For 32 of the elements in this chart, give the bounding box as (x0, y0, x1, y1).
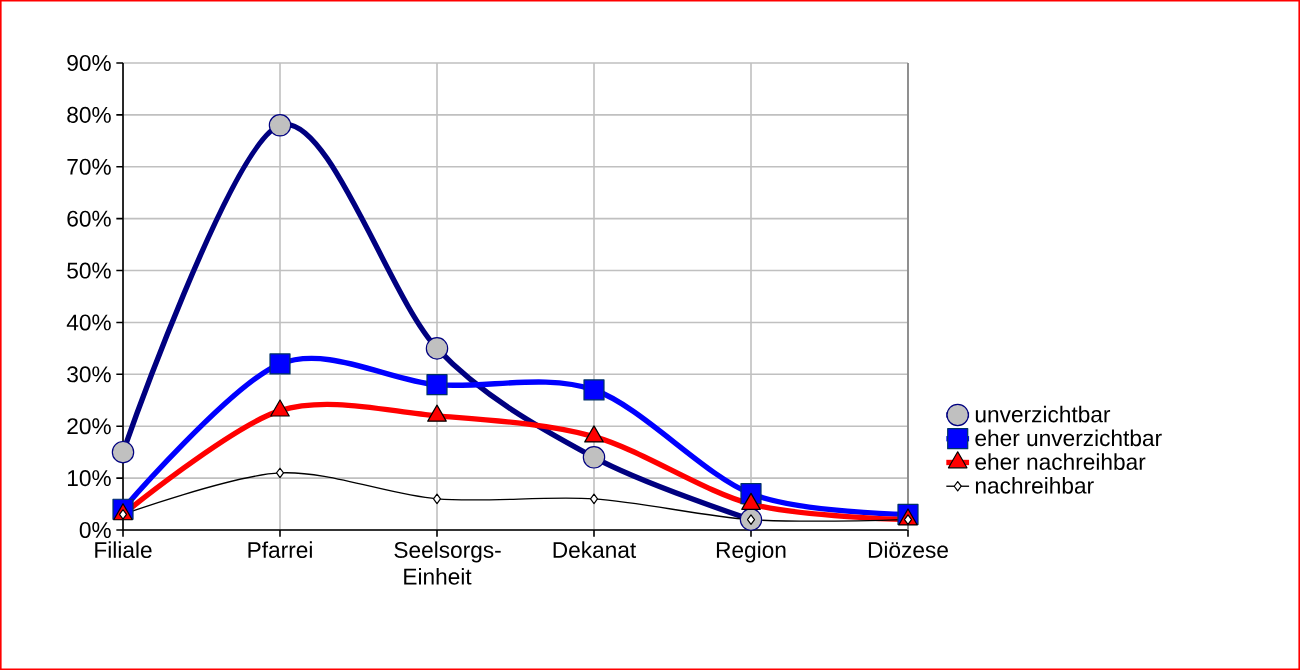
x-tick-label: Seelsorgs-Einheit (394, 541, 501, 585)
x-tick-label: Diözese (868, 541, 948, 559)
point (903, 514, 913, 525)
y-tick-label: 70% (67, 158, 111, 175)
y-tick-label: 30% (67, 366, 111, 383)
y-tick-label: 40% (66, 314, 111, 331)
x-tick-label: Region (716, 541, 786, 563)
point (432, 493, 442, 505)
y-tick-label: 90% (67, 54, 111, 72)
y-tick-label: 10% (68, 470, 111, 487)
point (111, 440, 135, 464)
point (118, 509, 128, 520)
point (275, 467, 285, 479)
x-tick-label: Dekanat (553, 541, 637, 559)
x-tick-label: Filiale (95, 541, 152, 559)
legend-label: unverzichtbar (975, 405, 1111, 423)
point (268, 113, 292, 137)
y-tick-label: 60% (67, 210, 111, 227)
legend-label: eher unverzichtbar (975, 429, 1162, 447)
y-tick-label: 20% (67, 418, 111, 435)
x-tick-label: Pfarrei (248, 541, 312, 559)
legend-label: eher nachreihbar (975, 453, 1146, 470)
y-tick-label: 80% (67, 106, 111, 123)
legend-label: nachreihbar (975, 477, 1094, 494)
point (269, 353, 291, 375)
point (583, 379, 605, 401)
point (582, 446, 606, 469)
point (589, 493, 599, 505)
point (425, 337, 449, 360)
point (426, 374, 448, 396)
y-tick-label: 0% (79, 521, 111, 539)
y-tick-label: 50% (67, 262, 111, 279)
